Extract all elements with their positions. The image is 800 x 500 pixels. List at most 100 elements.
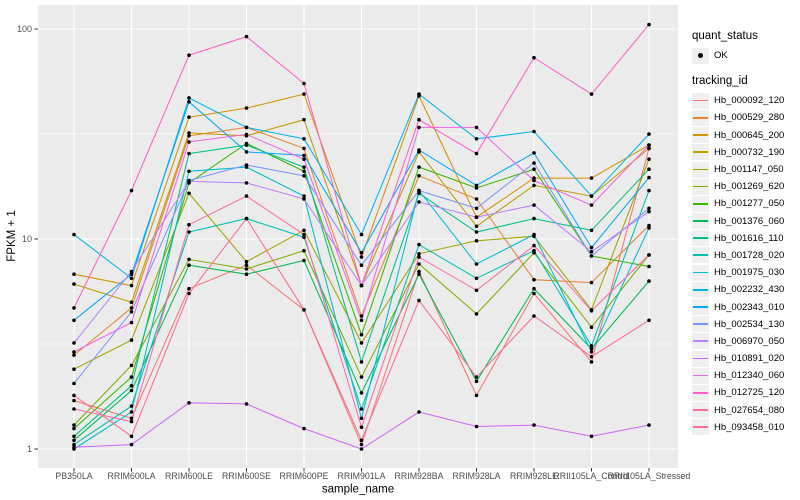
data-point: [647, 279, 651, 283]
x-tick-label: PB350LA: [55, 471, 92, 481]
x-tick-label: RRIM928BA: [395, 471, 444, 481]
legend-item: Hb_002232_430: [692, 281, 800, 298]
legend-title-quant-status: quant_status: [692, 30, 758, 42]
series-color-line-icon: [693, 374, 708, 377]
data-point: [417, 92, 421, 96]
data-point: [647, 132, 651, 136]
series-color-line-icon: [693, 116, 708, 119]
data-point: [589, 347, 594, 351]
data-point: [359, 407, 364, 411]
data-point: [244, 106, 249, 110]
data-point: [532, 129, 536, 134]
data-point: [187, 96, 191, 100]
data-point: [589, 434, 594, 439]
data-point: [417, 298, 421, 303]
x-tick-label: RRII105LA_Stressed: [608, 471, 691, 481]
legend-label: Hb_000529_280: [714, 112, 785, 124]
data-point: [244, 132, 249, 137]
data-point: [129, 188, 134, 193]
legend-label: Hb_012340_060: [714, 370, 785, 382]
legend-label: Hb_001975_030: [714, 267, 785, 279]
data-point: [129, 320, 134, 325]
data-point: [129, 410, 134, 414]
data-point: [474, 186, 479, 190]
data-point: [187, 191, 191, 196]
data-point: [417, 125, 421, 130]
legend-item: Hb_000732_190: [692, 144, 800, 161]
data-point: [532, 203, 536, 207]
data-point: [589, 280, 594, 285]
legend-label: Hb_000092_120: [714, 95, 785, 107]
legend-item: Hb_001147_050: [692, 161, 800, 178]
data-point: [532, 55, 536, 60]
data-point: [187, 131, 191, 135]
data-point: [302, 157, 306, 161]
data-point: [474, 379, 479, 384]
legend-key-swatch: [692, 161, 709, 178]
data-point: [129, 276, 134, 281]
data-point: [417, 200, 421, 204]
data-point: [187, 134, 191, 138]
data-point: [417, 269, 421, 274]
data-point: [129, 283, 134, 288]
data-point: [417, 174, 421, 178]
data-point: [647, 423, 651, 427]
data-point: [647, 264, 651, 269]
data-point: [244, 402, 249, 406]
data-point: [589, 325, 594, 330]
data-point: [244, 181, 249, 185]
legend-item: Hb_002534_130: [692, 316, 800, 333]
data-point: [647, 188, 651, 193]
data-point: [302, 232, 306, 237]
data-point: [244, 125, 249, 130]
legend-key-swatch: [692, 402, 709, 419]
data-point: [474, 312, 479, 316]
legend-item: Hb_001277_050: [692, 195, 800, 212]
data-point: [647, 146, 651, 151]
data-point: [72, 341, 76, 345]
data-point: [474, 393, 479, 398]
tracking-id-items: Hb_000092_120 Hb_000529_280 Hb_000645_200 H…: [692, 92, 800, 436]
data-point: [72, 445, 76, 450]
data-point: [302, 308, 306, 312]
data-point: [72, 434, 76, 439]
data-point: [129, 338, 134, 342]
data-point: [72, 393, 76, 398]
data-point: [647, 157, 651, 161]
legend-item: Hb_027654_080: [692, 402, 800, 419]
series-color-line-icon: [693, 323, 708, 325]
data-point: [72, 442, 76, 447]
series-color-line-icon: [693, 306, 708, 308]
legend-item: Hb_001616_110: [692, 230, 800, 247]
data-point: [532, 314, 536, 318]
data-point: [532, 232, 536, 237]
data-point: [647, 167, 651, 171]
data-point: [532, 243, 536, 248]
legend-label: Hb_012725_120: [714, 387, 785, 399]
data-point: [532, 291, 536, 296]
data-point: [417, 252, 421, 256]
data-point: [302, 248, 306, 253]
legend-title-tracking-id: tracking_id: [692, 75, 748, 88]
data-point: [302, 165, 306, 169]
legend-key-swatch: [692, 281, 709, 298]
data-point: [359, 332, 364, 337]
legend-key-swatch: [692, 333, 709, 350]
data-point: [417, 188, 421, 193]
legend-key-swatch: [692, 92, 709, 109]
y-tick-label: 100: [17, 24, 32, 34]
data-point: [647, 253, 651, 257]
data-point: [532, 248, 536, 253]
legend-key-swatch: [692, 350, 709, 367]
data-point: [589, 194, 594, 198]
legend-label: Hb_002343_010: [714, 301, 785, 313]
data-point: [647, 175, 651, 180]
data-point: [647, 206, 651, 211]
data-point: [302, 235, 306, 239]
legend-item: Hb_093458_010: [692, 419, 800, 436]
data-point: [417, 410, 421, 414]
x-tick-label: RRIM901LA: [338, 471, 386, 481]
legend-label-ok: OK: [714, 50, 728, 62]
data-point: [187, 263, 191, 268]
